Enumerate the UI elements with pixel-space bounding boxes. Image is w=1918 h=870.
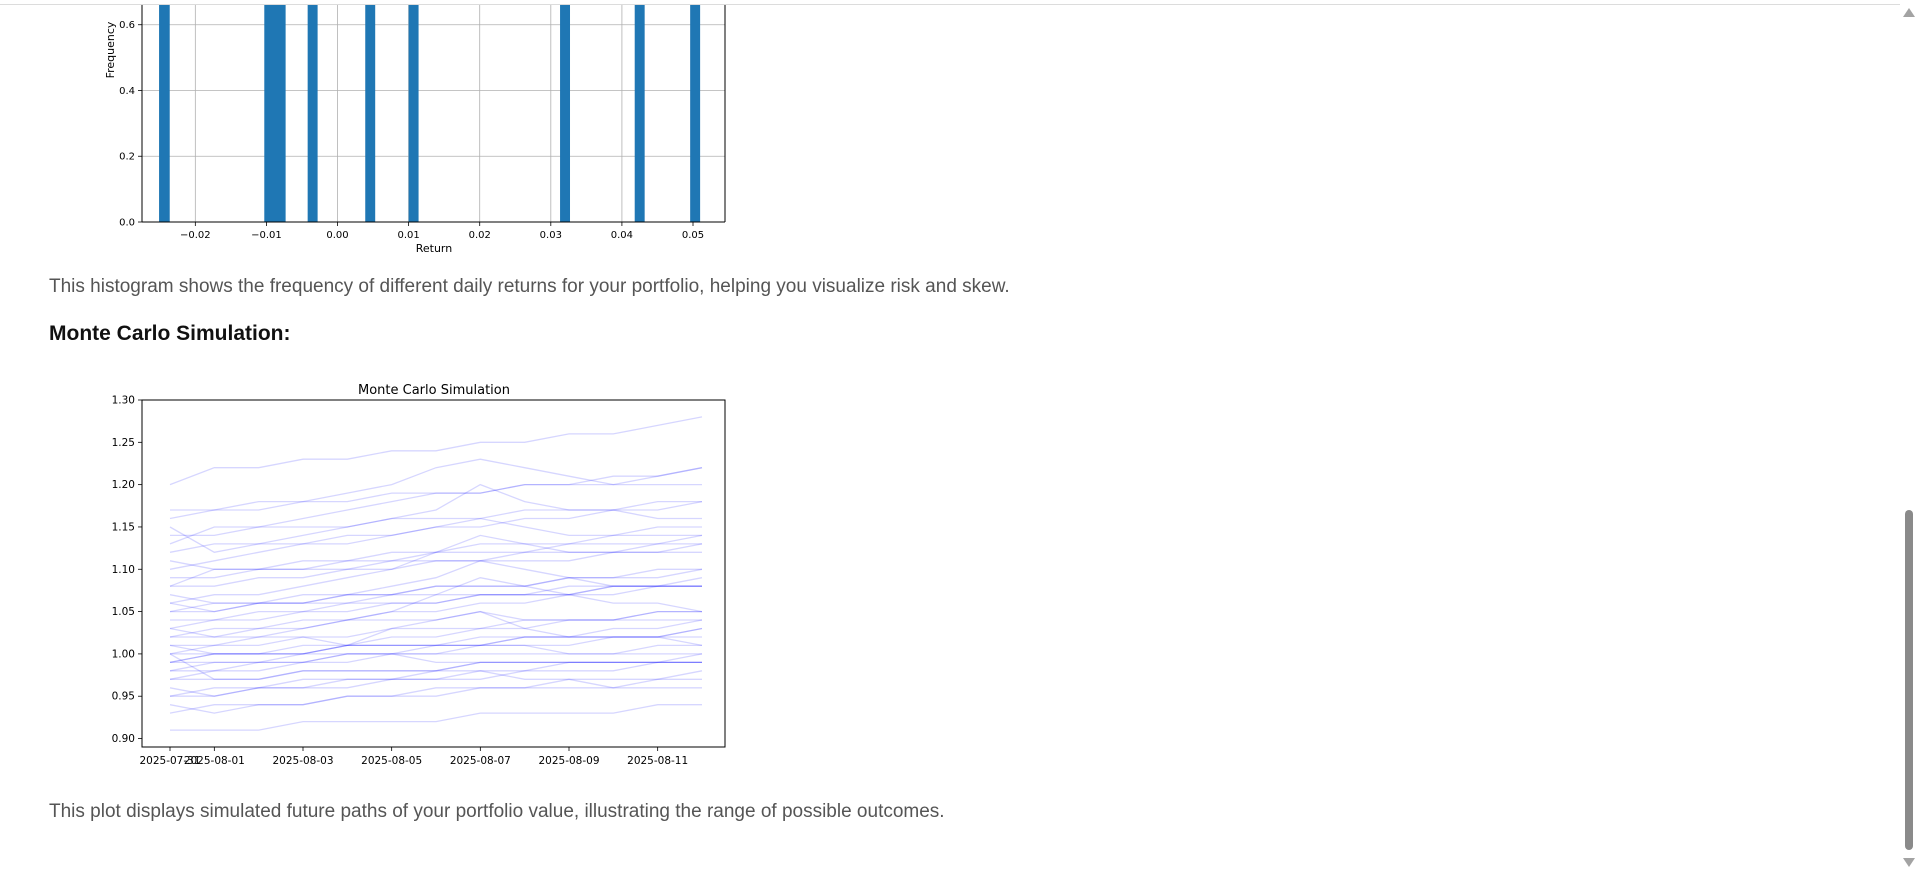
monte-carlo-plot-frame: [141, 399, 726, 748]
monte-carlo-x-tick-label: 2025-08-07: [450, 755, 511, 767]
monte-carlo-path: [169, 500, 703, 553]
scroll-up-arrow-icon[interactable]: [1903, 8, 1915, 17]
histogram-x-tick-label: −0.02: [180, 230, 211, 241]
monte-carlo-path: [170, 636, 702, 655]
monte-carlo-path: [169, 534, 703, 604]
monte-carlo-path: [170, 577, 703, 621]
monte-carlo-y-tick-label: 1.00: [112, 648, 135, 660]
monte-carlo-y-tick-label: 1.20: [112, 479, 135, 491]
histogram-x-tick-label: 0.03: [540, 230, 562, 241]
monte-carlo-caption: This plot displays simulated future path…: [49, 801, 945, 822]
monte-carlo-y-tick-label: 1.25: [112, 437, 135, 449]
monte-carlo-x-tick-label: 2025-08-05: [361, 755, 422, 767]
monte-carlo-path: [169, 483, 702, 553]
monte-carlo-chart: Monte Carlo Simulation 2025-07-312025-08…: [112, 383, 726, 767]
histogram-chart: −0.02 −0.01 0.00 0.01 0.02 0.03 0.04 0.05 0.00.…: [104, 5, 726, 255]
histogram-x-axis-label: Return: [416, 242, 453, 255]
monte-carlo-path: [169, 627, 703, 680]
monte-carlo-paths: [169, 416, 703, 731]
histogram-x-tick-label: 0.01: [397, 230, 419, 241]
monte-carlo-path: [170, 704, 702, 731]
vertical-scrollbar[interactable]: [1900, 0, 1918, 870]
histogram-bar: [634, 5, 645, 222]
monte-carlo-path: [170, 644, 702, 664]
monte-carlo-path: [170, 543, 702, 579]
monte-carlo-axes: [141, 399, 726, 748]
histogram-bar: [264, 5, 286, 222]
monte-carlo-path: [170, 467, 703, 511]
monte-carlo-path: [169, 644, 702, 664]
histogram-x-ticks: −0.02 −0.01 0.00 0.01 0.02 0.03 0.04 0.05: [180, 222, 704, 241]
monte-carlo-y-tick-label: 0.90: [112, 733, 135, 745]
monte-carlo-path: [170, 577, 703, 647]
monte-carlo-heading: Monte Carlo Simulation:: [49, 322, 291, 345]
monte-carlo-path: [169, 610, 703, 672]
scrollbar-thumb[interactable]: [1905, 510, 1913, 850]
monte-carlo-path: [169, 585, 702, 630]
histogram-y-tick-label: 0.0: [119, 218, 135, 229]
monte-carlo-path: [169, 517, 702, 570]
monte-carlo-path: [169, 458, 702, 520]
monte-carlo-path: [169, 560, 702, 613]
monte-carlo-path: [169, 416, 703, 486]
monte-carlo-path: [169, 678, 702, 714]
monte-carlo-path: [169, 534, 703, 570]
top-divider: [0, 4, 1900, 5]
monte-carlo-y-tick-label: 1.05: [112, 606, 135, 618]
monte-carlo-y-tick-label: 1.30: [112, 395, 135, 407]
histogram-x-tick-label: 0.05: [682, 230, 704, 241]
histogram-y-tick-label: 0.4: [119, 86, 135, 97]
histogram-axes: [141, 5, 726, 223]
monte-carlo-path: [170, 619, 703, 672]
monte-carlo-x-tick-label: 2025-08-09: [538, 755, 599, 767]
monte-carlo-x-tick-label: 2025-08-03: [272, 755, 333, 767]
histogram-caption: This histogram shows the frequency of di…: [49, 276, 1010, 297]
histogram-x-tick-label: 0.00: [326, 230, 348, 241]
monte-carlo-path: [170, 551, 702, 587]
monte-carlo-x-tick-label: 2025-08-01: [184, 755, 245, 767]
histogram-x-tick-label: 0.02: [469, 230, 491, 241]
monte-carlo-path: [169, 534, 702, 587]
monte-carlo-path: [169, 568, 703, 613]
scroll-down-arrow-icon[interactable]: [1903, 858, 1915, 867]
histogram-bars: [159, 5, 701, 222]
monte-carlo-path: [169, 610, 702, 638]
monte-carlo-path: [170, 500, 702, 537]
histogram-y-tick-label: 0.2: [119, 152, 135, 163]
monte-carlo-path: [170, 636, 702, 655]
monte-carlo-path: [169, 467, 703, 545]
monte-carlo-path: [169, 670, 702, 697]
monte-carlo-path: [169, 585, 702, 638]
histogram-y-ticks: 0.0 0.2 0.4 0.6: [119, 20, 142, 229]
monte-carlo-path: [170, 661, 702, 697]
histogram-bar: [408, 5, 419, 222]
monte-carlo-y-tick-label: 0.95: [112, 691, 135, 703]
histogram-bar: [307, 5, 318, 222]
histogram-x-tick-label: 0.04: [611, 230, 633, 241]
monte-carlo-path: [170, 568, 702, 613]
histogram-bar: [159, 5, 170, 222]
histogram-bar: [690, 5, 701, 222]
monte-carlo-path: [170, 661, 702, 680]
histogram-bar: [560, 5, 571, 222]
monte-carlo-y-ticks: 0.90 0.95 1.00 1.05 1.10 1.15 1.20 1.25 1.30: [112, 395, 142, 745]
monte-carlo-path: [169, 670, 703, 714]
histogram-bar: [365, 5, 376, 222]
monte-carlo-path: [169, 610, 702, 664]
monte-carlo-y-tick-label: 1.10: [112, 564, 135, 576]
histogram-y-axis-label: Frequency: [104, 21, 117, 78]
monte-carlo-path: [169, 610, 702, 655]
histogram-x-tick-label: −0.01: [251, 230, 282, 241]
monte-carlo-x-tick-label: 2025-08-11: [627, 755, 688, 767]
monte-carlo-y-tick-label: 1.15: [112, 521, 135, 533]
monte-carlo-path: [169, 627, 703, 664]
monte-carlo-path: [169, 653, 702, 680]
monte-carlo-x-tick-label: 2025-07-31: [139, 755, 200, 767]
monte-carlo-path: [169, 653, 703, 697]
monte-carlo-chart-title: Monte Carlo Simulation: [358, 383, 510, 398]
monte-carlo-path: [169, 585, 702, 604]
histogram-y-tick-label: 0.6: [119, 20, 135, 31]
